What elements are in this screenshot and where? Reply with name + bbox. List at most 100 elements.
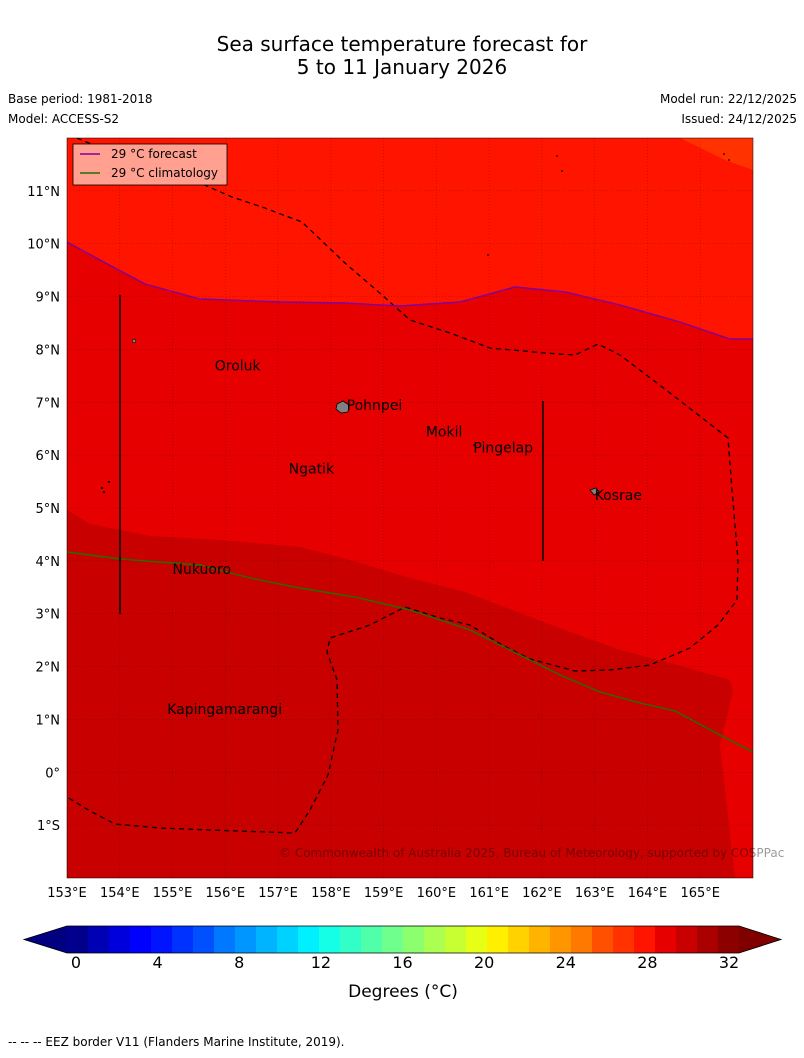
longitude-tick-label: 155°E — [153, 886, 193, 901]
longitude-tick-label: 162°E — [522, 886, 562, 901]
colorbar: 0 4 8 12 16 20 24 28 32 — [22, 925, 783, 972]
colorbar-swatch — [613, 926, 635, 953]
place-label-oroluk: Oroluk — [215, 359, 262, 375]
colorbar-swatch — [655, 926, 677, 953]
map-frame — [66, 137, 754, 879]
map-title-line2: 5 to 11 January 2026 — [296, 55, 508, 79]
colorbar-high-extension — [739, 926, 781, 953]
model-run: Model run: 22/12/2025 — [659, 92, 797, 106]
colorbar-swatch — [718, 926, 740, 953]
colorbar-swatch — [445, 926, 467, 953]
place-label-pingelap: Pingelap — [473, 441, 533, 457]
latitude-tick-label: 0° — [45, 766, 60, 781]
latitude-tick-label: 2°N — [36, 661, 61, 676]
colorbar-swatch — [319, 926, 341, 953]
colorbar-swatch — [193, 926, 215, 953]
legend: 29 °C forecast 29 °C climatology — [72, 143, 228, 186]
islet-icon — [107, 480, 111, 484]
longitude-tick-label: 159°E — [364, 886, 404, 901]
islet-icon — [728, 159, 730, 161]
colorbar-swatch — [67, 926, 89, 953]
longitude-tick-label: 158°E — [311, 886, 351, 901]
longitude-tick-label: 154°E — [100, 886, 140, 901]
latitude-tick-label: 6°N — [36, 449, 61, 464]
colorbar-swatch — [382, 926, 404, 953]
islet-icon — [561, 170, 563, 172]
sst-band-27-28 — [67, 510, 735, 878]
longitude-tick-label: 153°E — [47, 886, 87, 901]
longitude-tick-label: 164°E — [628, 886, 668, 901]
colorbar-swatch — [550, 926, 572, 953]
colorbar-outline — [22, 925, 783, 954]
colorbar-swatch — [592, 926, 614, 953]
latitude-tick-label: 11°N — [27, 185, 60, 200]
colorbar-tick-label: 0 — [71, 953, 81, 972]
latitude-tick-label: 4°N — [36, 555, 61, 570]
sst-band-30-31 — [680, 138, 753, 170]
place-label-kapingamarangi: Kapingamarangi — [167, 702, 282, 718]
graticule — [67, 138, 753, 878]
eez-footnote: -- -- -- EEZ border V11 (Flanders Marine… — [8, 1035, 345, 1049]
legend-box — [72, 143, 228, 186]
islet-icon — [556, 155, 558, 157]
latitude-tick-label: 8°N — [36, 343, 61, 358]
map-title-line1: Sea surface temperature forecast for — [216, 32, 588, 56]
colorbar-swatch — [109, 926, 131, 953]
place-label-ngatik: Ngatik — [289, 462, 335, 478]
colorbar-swatch — [487, 926, 509, 953]
colorbar-tick-label: 32 — [719, 953, 739, 972]
colorbar-swatch — [676, 926, 698, 953]
longitude-tick-label: 161°E — [469, 886, 509, 901]
pohnpei-island — [335, 400, 350, 414]
colorbar-swatch — [340, 926, 362, 953]
colorbar-swatch — [424, 926, 446, 953]
latitude-tick-label: 1°S — [37, 819, 60, 834]
colorbar-swatch — [634, 926, 656, 953]
oroluk-island — [131, 338, 137, 344]
colorbar-low-extension — [24, 926, 67, 953]
colorbar-swatch — [235, 926, 257, 953]
colorbar-swatch — [256, 926, 278, 953]
colorbar-swatch — [172, 926, 194, 953]
latitude-tick-label: 5°N — [36, 502, 61, 517]
sst-map-figure: Oroluk Pohnpei Mokil Pingelap Ngatik Kosrae Nu… — [22, 137, 784, 1002]
colorbar-swatch — [361, 926, 383, 953]
colorbar-swatch — [214, 926, 236, 953]
colorbar-swatch — [697, 926, 719, 953]
longitude-tick-label: 156°E — [206, 886, 246, 901]
place-label-mokil: Mokil — [426, 425, 463, 441]
issued-date: Issued: 24/12/2025 — [681, 112, 797, 126]
colorbar-label: Degrees (°C) — [348, 982, 458, 1002]
colorbar-swatch — [529, 926, 551, 953]
model-name: Model: ACCESS-S2 — [8, 112, 120, 126]
colorbar-swatch — [88, 926, 110, 953]
climatology-29c-contour — [67, 551, 753, 753]
colorbar-swatch — [508, 926, 530, 953]
place-label-nukuoro: Nukuoro — [173, 562, 231, 578]
latitude-tick-label: 7°N — [36, 396, 61, 411]
place-labels: Oroluk Pohnpei Mokil Pingelap Ngatik Kosrae Nu… — [167, 359, 642, 719]
colorbar-swatch — [298, 926, 320, 953]
place-label-pohnpei: Pohnpei — [347, 398, 403, 414]
latitude-labels: 11°N 10°N 9°N 8°N 7°N 6°N 5°N 4°N 3°N 2°N 1°N 0° 1°S — [27, 185, 60, 834]
colorbar-swatch — [130, 926, 152, 953]
longitude-tick-label: 165°E — [680, 886, 720, 901]
colorbar-tick-label: 24 — [556, 953, 576, 972]
colorbar-tick-label: 28 — [637, 953, 657, 972]
legend-climatology-label: 29 °C climatology — [111, 166, 218, 180]
kosrae-island — [589, 487, 600, 496]
colorbar-swatch — [277, 926, 299, 953]
eez-border — [67, 138, 739, 834]
map-area: Oroluk Pohnpei Mokil Pingelap Ngatik Kosrae Nu… — [67, 138, 753, 878]
forecast-29c-contour — [67, 241, 753, 340]
sst-band-29-30 — [67, 138, 753, 339]
base-period: Base period: 1981-2018 — [8, 92, 153, 106]
legend-forecast-label: 29 °C forecast — [111, 147, 197, 161]
islet-icon — [100, 486, 104, 490]
latitude-tick-label: 3°N — [36, 608, 61, 623]
colorbar-tick-label: 8 — [234, 953, 244, 972]
colorbar-swatch — [151, 926, 173, 953]
colorbar-tick-label: 16 — [392, 953, 412, 972]
islet-icon — [723, 153, 725, 155]
colorbar-swatch — [403, 926, 425, 953]
